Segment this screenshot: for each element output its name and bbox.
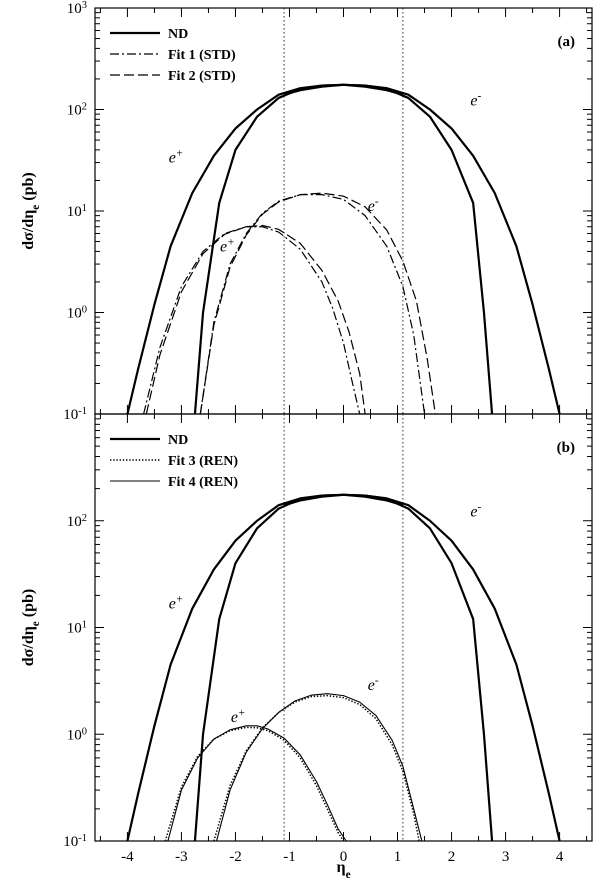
y-axis-title: dσ/dηe (pb) [20,589,42,666]
x-tick-label: -3 [175,849,188,865]
x-tick-label: 3 [502,849,510,865]
y-tick-label: 10-1 [63,833,87,851]
series-line-5-dashdot [199,194,426,414]
legend-label-1: Fit 3 (REN) [168,454,238,469]
curve-annotation-0: e+ [169,594,184,613]
legend-label-1: Fit 1 (STD) [168,48,236,63]
panel-a: 10-1 100 101 102 103 e+ e-e+ e- ND Fit 1 (STD) Fit… [20,0,593,424]
legend-label-0: ND [168,27,188,42]
x-axis-title: ηe [336,859,350,881]
panel-label: (a) [558,34,576,50]
x-tick-label: 0 [340,849,348,865]
series-line-6-solid-thin [216,693,423,841]
series-line-0-solid-thick [126,83,404,414]
series-line-2-solid-thick [193,493,494,841]
curve-annotation-2: e+ [220,236,235,255]
x-tick-label: -4 [121,849,134,865]
y-axis-title: dσ/dηe (pb) [20,172,42,249]
y-tick-label: 100 [67,304,87,322]
series-line-0-solid-thick [126,493,404,841]
curve-annotation-3: e- [368,675,379,694]
series-group [126,83,561,414]
y-tick-label: 102 [67,101,87,119]
x-tick-label: 1 [394,849,402,865]
series-line-1-solid-thick [283,83,561,414]
legend-label-2: Fit 4 (REN) [168,475,238,490]
legend-label-0: ND [168,433,188,448]
x-tick-label: 2 [448,849,456,865]
curve-annotation-2: e+ [231,707,246,726]
series-line-4-solid-thin [167,725,347,841]
panel-b: 10-1 100 101 102 -4 -3 -2 -1 0 1 2 3 4 e+ e-e+ e- ND Fit … [20,413,593,881]
curve-annotation-1: e- [470,501,481,520]
curve-annotation-0: e+ [169,148,184,167]
series-line-3-dotted [164,726,345,841]
y-tick-label: 101 [67,619,87,637]
panel-label: (b) [557,440,575,456]
y-tick-label: 100 [67,726,87,744]
legend-label-2: Fit 2 (STD) [168,69,236,84]
y-tick-label: 103 [67,0,87,17]
y-tick-label: 102 [67,512,87,530]
series-group [126,493,561,841]
series-line-2-solid-thick [193,83,494,414]
y-tick-label: 101 [67,203,87,221]
curve-annotation-3: e- [368,196,379,215]
series-line-6-longdash [199,192,436,414]
series-line-4-longdash [145,224,366,414]
series-line-1-solid-thick [283,493,561,841]
x-tick-label: -2 [229,849,242,865]
series-line-5-dotted [213,694,420,841]
y-tick-label: 10-1 [63,406,87,424]
x-tick-label: 4 [556,849,564,865]
curve-annotation-1: e- [470,90,481,109]
x-tick-label: -1 [283,849,296,865]
series-line-3-dashdot [143,226,361,414]
